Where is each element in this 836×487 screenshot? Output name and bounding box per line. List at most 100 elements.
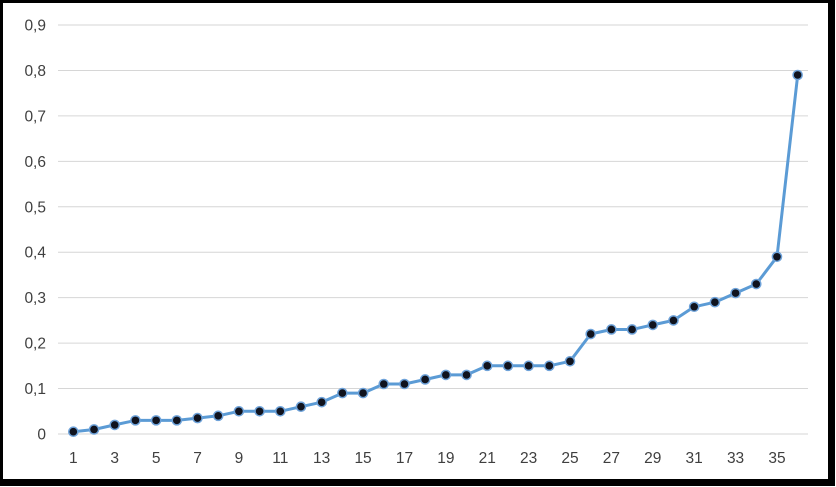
data-point-marker: [171, 415, 183, 426]
marker-core: [379, 380, 388, 388]
x-axis-tick-label: 35: [768, 450, 785, 467]
gridlines: [58, 24, 808, 435]
marker-core: [214, 412, 223, 420]
data-point-marker: [481, 360, 493, 372]
y-axis-tick-label: 0,3: [24, 290, 46, 307]
x-axis-tick-label: 9: [235, 450, 244, 467]
y-axis-tick-label: 0,6: [24, 154, 46, 171]
data-point-marker: [274, 405, 286, 417]
data-point-marker: [461, 369, 472, 381]
marker-core: [731, 289, 740, 297]
y-axis-tick-label: 0,7: [24, 108, 46, 125]
data-point-marker: [544, 360, 555, 372]
x-axis-tick-label: 33: [727, 450, 744, 467]
x-axis-tick-label: 13: [313, 450, 330, 467]
data-point-marker: [295, 401, 307, 413]
data-point-marker: [68, 426, 79, 438]
data-point-marker: [316, 396, 327, 408]
data-point-marker: [523, 360, 534, 372]
x-axis-tick-label: 17: [396, 450, 413, 467]
y-axis-tick-label: 0,4: [24, 245, 46, 262]
marker-core: [524, 362, 533, 370]
data-point-marker: [564, 355, 576, 367]
marker-core: [545, 362, 554, 370]
marker-core: [483, 362, 492, 370]
y-axis-tick-labels: 0 0,1 0,2 0,3 0,4 0,5 0,6 0,7 0,8 0,9: [24, 18, 46, 444]
x-axis-tick-label: 7: [193, 450, 202, 467]
y-axis-tick-label: 0,9: [24, 18, 46, 35]
x-axis-tick-label: 19: [437, 450, 454, 467]
data-point-marker: [502, 360, 514, 372]
data-point-marker: [647, 319, 659, 331]
data-point-marker: [771, 251, 783, 263]
y-axis-tick-label: 0: [37, 427, 46, 444]
marker-core: [131, 416, 140, 425]
data-point-marker: [88, 424, 100, 435]
marker-core: [628, 325, 636, 334]
marker-core: [793, 71, 802, 79]
data-point-marker: [109, 419, 121, 431]
x-axis-tick-label: 25: [561, 450, 578, 467]
data-point-marker: [440, 369, 452, 381]
data-point-marker: [419, 374, 431, 385]
data-point-marker: [378, 378, 390, 390]
marker-core: [607, 325, 616, 334]
marker-core: [152, 416, 160, 425]
marker-core: [276, 407, 285, 416]
marker-core: [442, 371, 450, 379]
data-point-marker: [792, 69, 803, 81]
x-axis-tick-label: 5: [152, 450, 161, 467]
marker-core: [193, 414, 202, 422]
data-point-marker: [150, 415, 162, 426]
marker-core: [110, 421, 119, 429]
marker-core: [421, 375, 429, 384]
x-axis-tick-label: 31: [686, 450, 703, 467]
y-axis-tick-label: 0,5: [24, 199, 46, 216]
x-axis-tick-label: 1: [69, 450, 78, 467]
data-point-marker: [357, 387, 369, 399]
data-point-marker: [233, 405, 245, 417]
marker-core: [648, 321, 657, 329]
marker-core: [752, 280, 761, 288]
x-axis-tick-label: 23: [520, 450, 537, 467]
x-axis-tick-label: 29: [644, 450, 661, 467]
marker-core: [90, 425, 98, 434]
x-axis-tick-labels: 1 3 5 7 9 11 13 15 17 19 21 23 25 27 29 31 33 35: [69, 450, 786, 467]
marker-core: [566, 357, 574, 366]
marker-core: [586, 330, 595, 338]
data-point-marker: [626, 324, 638, 335]
y-axis-tick-label: 0,1: [24, 381, 46, 398]
marker-core: [235, 407, 243, 416]
marker-core: [504, 362, 512, 370]
data-point-marker: [730, 287, 741, 299]
data-point-marker: [688, 301, 700, 313]
data-point-marker: [130, 415, 141, 426]
data-point-marker: [668, 315, 679, 326]
marker-core: [69, 427, 78, 436]
marker-core: [711, 298, 719, 307]
marker-core: [669, 316, 678, 325]
data-point-marker: [254, 405, 265, 417]
marker-core: [255, 407, 264, 416]
data-point-marker: [212, 410, 224, 422]
x-axis-tick-label: 21: [479, 450, 496, 467]
data-point-marker: [192, 412, 203, 424]
data-point-marker: [750, 278, 762, 290]
marker-core: [773, 252, 781, 261]
marker-core: [338, 389, 347, 397]
marker-core: [462, 371, 471, 379]
y-axis-tick-label: 0,8: [24, 63, 46, 80]
x-axis-tick-label: 3: [110, 450, 119, 467]
marker-core: [297, 402, 305, 411]
marker-core: [690, 302, 698, 311]
y-axis-tick-label: 0,2: [24, 336, 46, 353]
data-point-marker: [585, 328, 597, 340]
marker-core: [359, 389, 367, 397]
data-point-marker: [606, 324, 617, 335]
marker-core: [317, 398, 326, 406]
series-line: [71, 73, 800, 434]
marker-core: [400, 380, 409, 388]
data-point-marker: [709, 296, 721, 308]
